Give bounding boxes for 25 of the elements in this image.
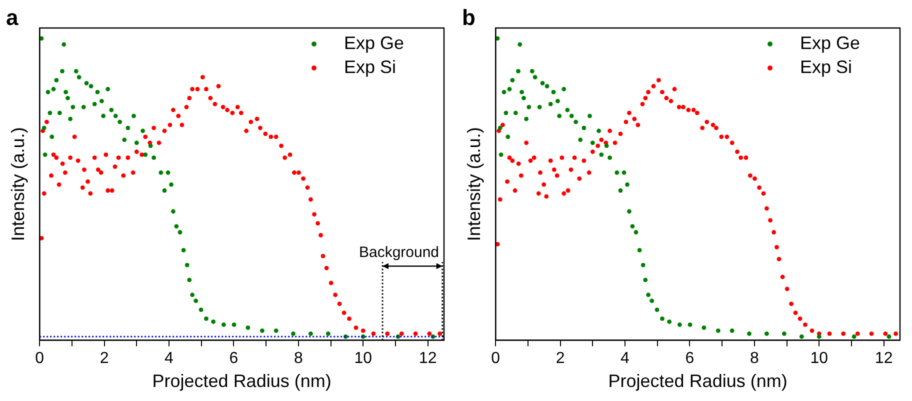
x-tick-label: 6 — [685, 350, 694, 368]
y-axis-title: Intensity (a.u.) — [8, 127, 28, 242]
x-tick-label: 2 — [556, 350, 565, 368]
x-tick-label: 4 — [164, 350, 174, 368]
x-tick-label: 0 — [491, 350, 500, 368]
chart-title: a — [6, 5, 19, 30]
annotation: Background — [358, 244, 440, 261]
x-tick-label: 10 — [354, 350, 372, 368]
legend-label: Exp Ge — [344, 32, 404, 53]
y-axis-title: Intensity (a.u.) — [464, 127, 484, 242]
legend-label: Exp Si — [344, 56, 396, 77]
x-axis-title: Projected Radius (nm) — [608, 371, 788, 392]
x-tick-label: 12 — [418, 350, 437, 368]
x-tick-label: 10 — [810, 350, 828, 368]
chart-title: b — [462, 5, 476, 30]
x-axis-title: Projected Radius (nm) — [152, 371, 332, 392]
legend-label: Exp Si — [800, 56, 852, 77]
x-tick-label: 2 — [100, 350, 109, 368]
x-tick-label: 12 — [874, 350, 893, 368]
legend-label: Exp Ge — [800, 32, 860, 53]
x-tick-label: 0 — [35, 350, 44, 368]
x-tick-label: 8 — [750, 350, 759, 368]
x-tick-label: 8 — [294, 350, 303, 368]
x-tick-label: 4 — [620, 350, 630, 368]
x-tick-label: 6 — [229, 350, 238, 368]
